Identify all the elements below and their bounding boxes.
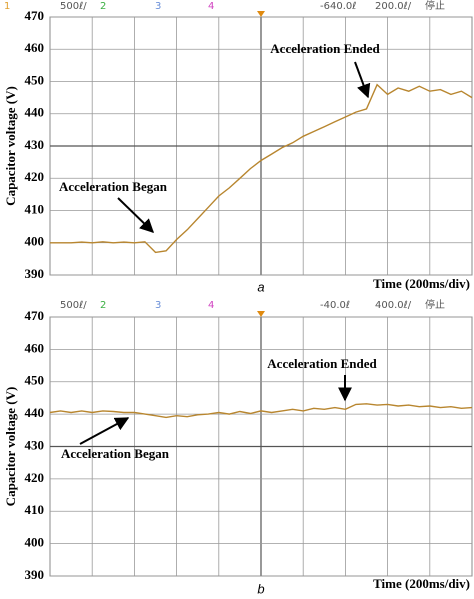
annotation-arrow <box>117 197 155 233</box>
y-tick-label: 430 <box>25 437 45 452</box>
y-tick-label: 430 <box>25 137 45 152</box>
y-tick-label: 450 <box>25 72 45 87</box>
y-tick-label: 440 <box>25 405 45 420</box>
y-tick-label: 470 <box>25 8 45 23</box>
y-tick-label: 400 <box>25 234 45 249</box>
status-text: -40.0ℓ <box>320 300 350 311</box>
y-tick-label: 400 <box>25 535 45 550</box>
annotation: Acceleration Ended <box>270 41 380 56</box>
annotation: Acceleration Ended <box>267 356 377 371</box>
status-text: 200.0ℓ/ <box>375 1 412 12</box>
panel-caption: a <box>257 279 264 294</box>
y-tick-label: 470 <box>25 308 45 323</box>
y-tick-label: 420 <box>25 470 45 485</box>
panel-caption: b <box>257 581 264 596</box>
x-axis-label: Time (200ms/div) <box>373 576 470 591</box>
status-text: 4 <box>208 300 214 311</box>
annotation-arrow <box>354 61 371 99</box>
status-text: -640.0ℓ <box>320 1 356 12</box>
y-tick-label: 390 <box>25 266 45 281</box>
voltage-trace <box>49 403 473 419</box>
status-text: 4 <box>208 1 214 12</box>
trigger-marker <box>257 11 265 17</box>
status-text: 400.0ℓ/ <box>375 300 412 311</box>
status-text: 500ℓ/ <box>60 300 87 311</box>
status-text: 1 <box>4 1 10 12</box>
status-text: 2 <box>100 1 106 12</box>
y-tick-label: 450 <box>25 373 45 388</box>
status-text: 500ℓ/ <box>60 1 87 12</box>
y-tick-label: 390 <box>25 567 45 582</box>
status-text: 3 <box>155 1 161 12</box>
y-tick-label: 420 <box>25 169 45 184</box>
y-tick-label: 410 <box>25 502 45 517</box>
y-tick-label: 440 <box>25 105 45 120</box>
annotation: Acceleration Began <box>59 179 168 194</box>
x-axis-label: Time (200ms/div) <box>373 276 470 291</box>
status-text: 3 <box>155 300 161 311</box>
panel: 390 400 410 420 430 440 450 460 470 1 500ℓ/2 3 4 -640… <box>3 0 473 294</box>
panel: 390 400 410 420 430 440 450 460 470 500ℓ/2 3 4 -40.0… <box>3 298 473 596</box>
trigger-marker <box>257 311 265 317</box>
y-tick-label: 460 <box>25 40 45 55</box>
status-text: 停止 <box>425 0 445 12</box>
status-text: 2 <box>100 300 106 311</box>
y-axis-label: Capacitor voltage (V) <box>3 387 18 507</box>
status-text: 停止 <box>425 298 445 311</box>
y-tick-label: 460 <box>25 340 45 355</box>
annotation-arrow <box>79 417 130 445</box>
annotation: Acceleration Began <box>61 446 170 461</box>
y-tick-label: 410 <box>25 201 45 216</box>
y-axis-label: Capacitor voltage (V) <box>3 86 18 206</box>
voltage-trace <box>50 83 473 254</box>
